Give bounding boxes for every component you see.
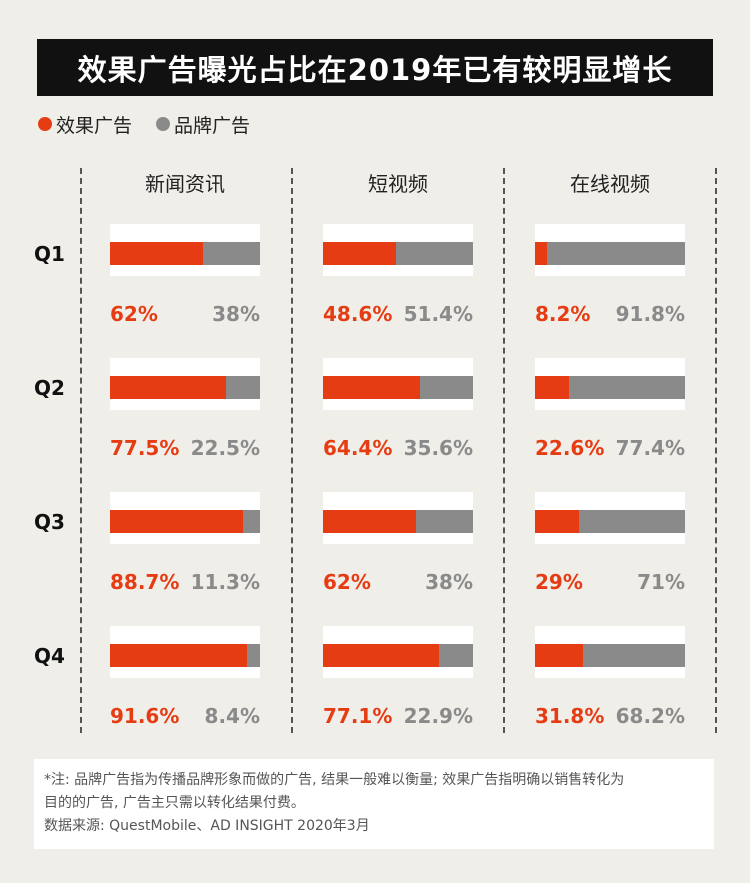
bar-segment-effect bbox=[110, 376, 227, 399]
legend-label-effect: 效果广告 bbox=[56, 114, 133, 137]
bar-segment-brand bbox=[395, 242, 473, 265]
bar-panel bbox=[535, 224, 685, 276]
legend-dot-brand bbox=[156, 117, 171, 131]
bar-segment-brand bbox=[438, 644, 473, 667]
footnote-source: 数据来源: QuestMobile、AD INSIGHT 2020年3月 bbox=[44, 818, 370, 834]
stacked-bar bbox=[110, 510, 260, 533]
legend-item-effect: 效果广告 bbox=[38, 111, 132, 138]
value-label-effect: 29% bbox=[535, 570, 583, 594]
value-label-brand: 8.4% bbox=[204, 704, 260, 728]
row-label: Q4 bbox=[34, 644, 65, 668]
row-label: Q3 bbox=[34, 510, 65, 534]
column-header: 在线视频 bbox=[570, 172, 650, 196]
bar-segment-brand bbox=[582, 644, 685, 667]
bar-panel bbox=[110, 492, 260, 544]
value-label-effect: 8.2% bbox=[535, 302, 591, 326]
value-label-brand: 11.3% bbox=[190, 570, 260, 594]
stacked-bar bbox=[535, 510, 685, 533]
bar-panel bbox=[110, 224, 260, 276]
bar-segment-effect bbox=[323, 644, 439, 667]
bar-segment-brand bbox=[578, 510, 685, 533]
footnote: *注: 品牌广告指为传播品牌形象而做的广告, 结果一般难以衡量; 效果广告指明确… bbox=[34, 759, 714, 849]
stacked-bar bbox=[323, 510, 473, 533]
value-label-brand: 71% bbox=[637, 570, 685, 594]
column-divider bbox=[503, 168, 505, 733]
bar-segment-effect bbox=[323, 510, 416, 533]
stacked-bar bbox=[110, 242, 260, 265]
bar-panel bbox=[110, 358, 260, 410]
value-label-effect: 22.6% bbox=[535, 436, 605, 460]
legend-label-brand: 品牌广告 bbox=[174, 114, 251, 137]
bar-segment-brand bbox=[568, 376, 685, 399]
value-label-effect: 91.6% bbox=[110, 704, 180, 728]
value-label-effect: 88.7% bbox=[110, 570, 180, 594]
bar-panel bbox=[535, 358, 685, 410]
stacked-bar bbox=[323, 644, 473, 667]
value-label-effect: 62% bbox=[323, 570, 371, 594]
bar-segment-brand bbox=[243, 510, 260, 533]
stacked-bar bbox=[535, 644, 685, 667]
footnote-line-1: *注: 品牌广告指为传播品牌形象而做的广告, 结果一般难以衡量; 效果广告指明确… bbox=[44, 772, 625, 788]
stacked-bar bbox=[535, 376, 685, 399]
column-header: 新闻资讯 bbox=[145, 172, 225, 196]
bar-segment-effect bbox=[110, 644, 248, 667]
value-label-brand: 22.9% bbox=[403, 704, 473, 728]
bar-segment-effect bbox=[535, 376, 569, 399]
value-label-brand: 51.4% bbox=[403, 302, 473, 326]
bar-panel bbox=[323, 492, 473, 544]
bar-panel bbox=[535, 492, 685, 544]
value-label-effect: 77.1% bbox=[323, 704, 393, 728]
bar-segment-effect bbox=[323, 376, 420, 399]
chart-title: 效果广告曝光占比在2019年已有较明显增长 bbox=[37, 39, 713, 96]
bar-segment-effect bbox=[535, 510, 579, 533]
value-label-brand: 38% bbox=[425, 570, 473, 594]
bar-segment-effect bbox=[323, 242, 396, 265]
value-label-brand: 22.5% bbox=[190, 436, 260, 460]
value-label-effect: 31.8% bbox=[535, 704, 605, 728]
bar-segment-brand bbox=[416, 510, 473, 533]
footnote-line-2: 目的的广告, 广告主只需以转化结果付费。 bbox=[44, 795, 305, 811]
value-label-effect: 48.6% bbox=[323, 302, 393, 326]
value-label-effect: 64.4% bbox=[323, 436, 393, 460]
legend-dot-effect bbox=[38, 117, 52, 131]
bar-panel bbox=[323, 626, 473, 678]
bar-segment-effect bbox=[110, 510, 244, 533]
bar-segment-brand bbox=[547, 242, 685, 265]
bar-segment-brand bbox=[203, 242, 260, 265]
stacked-bar bbox=[110, 644, 260, 667]
value-label-brand: 91.8% bbox=[615, 302, 685, 326]
bar-segment-effect bbox=[110, 242, 203, 265]
legend: 效果广告 品牌广告 bbox=[38, 111, 274, 138]
value-label-brand: 38% bbox=[212, 302, 260, 326]
bar-panel bbox=[323, 224, 473, 276]
bar-segment-brand bbox=[247, 644, 260, 667]
bar-segment-brand bbox=[226, 376, 260, 399]
row-label: Q1 bbox=[34, 242, 65, 266]
bar-panel bbox=[535, 626, 685, 678]
value-label-brand: 68.2% bbox=[615, 704, 685, 728]
bar-panel bbox=[110, 626, 260, 678]
stacked-bar bbox=[535, 242, 685, 265]
bar-panel bbox=[323, 358, 473, 410]
column-divider bbox=[715, 168, 717, 733]
value-label-brand: 77.4% bbox=[615, 436, 685, 460]
bar-segment-effect bbox=[535, 242, 548, 265]
bar-segment-brand bbox=[419, 376, 473, 399]
column-header: 短视频 bbox=[368, 172, 428, 196]
stacked-bar bbox=[110, 376, 260, 399]
legend-item-brand: 品牌广告 bbox=[156, 111, 250, 138]
column-divider bbox=[291, 168, 293, 733]
value-label-effect: 62% bbox=[110, 302, 158, 326]
row-label: Q2 bbox=[34, 376, 65, 400]
value-label-effect: 77.5% bbox=[110, 436, 180, 460]
stacked-bar bbox=[323, 242, 473, 265]
bar-segment-effect bbox=[535, 644, 583, 667]
stacked-bar bbox=[323, 376, 473, 399]
column-divider bbox=[80, 168, 82, 733]
value-label-brand: 35.6% bbox=[403, 436, 473, 460]
